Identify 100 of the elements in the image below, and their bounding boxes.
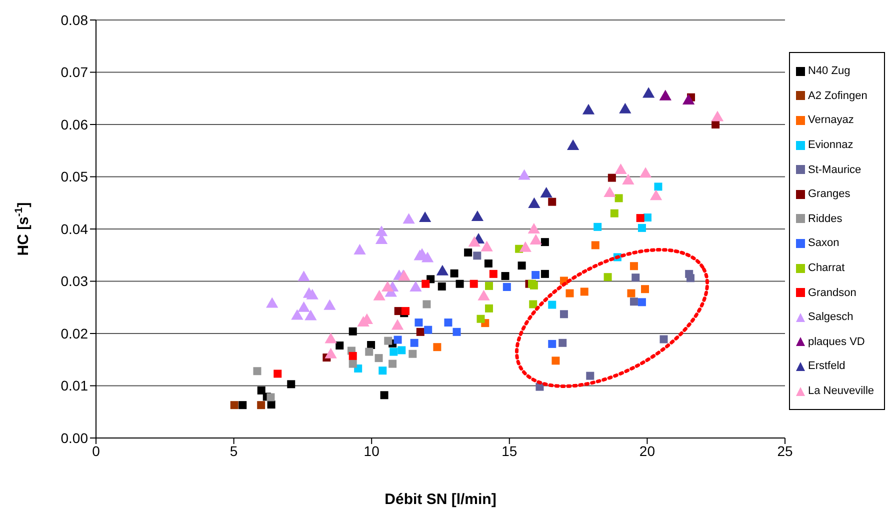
- x-tick-label: 20: [639, 442, 656, 459]
- legend-label: Riddes: [808, 212, 842, 225]
- point: [365, 348, 374, 356]
- point: [464, 248, 472, 257]
- point: [416, 328, 424, 336]
- point: [422, 280, 430, 288]
- point: [476, 314, 485, 323]
- point: [659, 90, 672, 100]
- point: [291, 309, 304, 320]
- point: [470, 280, 478, 288]
- point: [394, 336, 402, 344]
- point: [484, 259, 492, 268]
- point: [391, 319, 404, 330]
- point: [410, 281, 422, 292]
- point: [306, 288, 318, 300]
- point: [582, 104, 595, 114]
- y-tick-label: 0.05: [60, 168, 88, 185]
- point: [478, 290, 490, 300]
- legend-label: Grandson: [808, 286, 856, 299]
- point: [604, 186, 616, 197]
- point: [374, 354, 383, 362]
- point: [398, 346, 406, 354]
- point: [519, 241, 532, 252]
- point: [502, 282, 511, 291]
- point: [686, 274, 694, 282]
- point: [489, 270, 498, 278]
- x-tick-label: 25: [777, 442, 793, 459]
- legend-label: Erstfeld: [808, 360, 846, 372]
- point: [348, 360, 357, 368]
- x-tick-label: 0: [92, 442, 100, 459]
- point: [375, 226, 388, 236]
- point: [540, 270, 549, 278]
- point: [257, 401, 266, 410]
- point: [566, 289, 574, 298]
- point: [548, 198, 556, 206]
- point: [586, 372, 594, 380]
- point: [636, 214, 644, 222]
- point: [614, 194, 623, 202]
- point: [253, 367, 262, 376]
- point: [471, 210, 484, 222]
- point: [468, 236, 480, 247]
- point: [378, 366, 387, 375]
- point: [354, 244, 366, 254]
- point: [444, 318, 452, 327]
- point: [650, 190, 662, 200]
- point: [450, 269, 458, 278]
- point: [627, 289, 636, 298]
- x-tick-label: 5: [230, 442, 238, 459]
- point: [367, 340, 376, 349]
- legend-label: A2 Zofingen: [808, 90, 868, 102]
- point: [630, 262, 638, 270]
- point: [654, 182, 662, 191]
- point: [638, 298, 646, 306]
- point: [566, 139, 580, 150]
- point: [580, 288, 588, 296]
- y-tick-label: 0.01: [60, 378, 88, 394]
- point: [638, 224, 646, 232]
- point: [632, 274, 640, 282]
- point: [390, 348, 398, 356]
- point: [421, 252, 434, 262]
- point: [324, 299, 336, 310]
- point: [408, 350, 417, 358]
- point: [266, 297, 278, 308]
- point: [619, 102, 632, 114]
- point: [382, 281, 394, 292]
- legend-label: Vernayaz: [808, 114, 854, 126]
- point: [274, 370, 282, 378]
- x-tick-label: 15: [502, 442, 518, 459]
- point: [548, 300, 556, 309]
- point: [410, 338, 418, 347]
- point: [558, 338, 567, 347]
- point: [610, 209, 618, 218]
- point: [433, 343, 442, 352]
- point: [438, 282, 446, 290]
- point: [373, 290, 386, 300]
- point: [640, 285, 649, 294]
- point: [591, 241, 600, 250]
- point: [485, 304, 494, 312]
- point: [548, 340, 556, 348]
- legend-label: La Neuveville: [808, 385, 874, 398]
- point: [614, 163, 627, 174]
- legend-label: Saxon: [808, 237, 840, 250]
- point: [402, 213, 415, 224]
- point: [424, 326, 432, 334]
- point: [473, 252, 482, 260]
- x-tick-label: 10: [364, 442, 380, 459]
- point: [518, 262, 526, 270]
- y-tick-label: 0.00: [60, 430, 88, 446]
- point: [540, 186, 552, 198]
- point: [711, 110, 724, 122]
- legend-label: plaques VD: [808, 336, 865, 348]
- point: [348, 352, 357, 360]
- point: [298, 301, 310, 312]
- legend-label: Salgesch: [808, 311, 854, 324]
- legend-label: Granges: [808, 188, 850, 200]
- point: [456, 280, 464, 288]
- y-tick-label: 0.04: [60, 220, 88, 237]
- point: [266, 393, 275, 402]
- point: [639, 167, 652, 178]
- point: [552, 356, 560, 365]
